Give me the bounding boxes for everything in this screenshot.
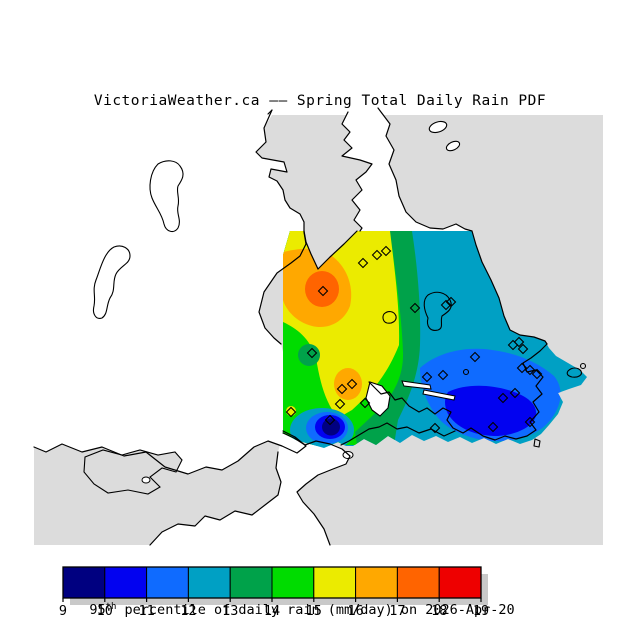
map-title: VictoriaWeather.ca –– Spring Total Daily… — [94, 93, 546, 109]
sooke-basin-islet — [141, 476, 151, 484]
station-marker — [487, 421, 499, 433]
sooke-lake — [92, 245, 131, 319]
colorbar-tick-label: 13 — [222, 603, 238, 619]
metchosin-coastline — [282, 432, 351, 546]
colorbar-tick-label: 11 — [138, 603, 154, 619]
station-marker — [285, 406, 297, 418]
vancouver-island-land — [34, 115, 306, 474]
colorbar-segments — [62, 566, 482, 599]
stations — [285, 245, 543, 434]
victoria-coastline — [368, 343, 548, 441]
station-marker — [429, 422, 441, 434]
colorbar-segment — [438, 566, 482, 599]
station-marker — [524, 416, 536, 428]
colorbar: 9 10 11 12 13 14 15 16 17 18 19 95th percentile of… — [59, 566, 515, 619]
colorbar-tick-label: 19 — [473, 603, 489, 619]
station-marker — [334, 398, 346, 410]
station-marker — [306, 347, 318, 359]
station-marker — [359, 397, 371, 409]
colorbar-tick-label: 15 — [306, 603, 322, 619]
station-marker — [336, 383, 348, 395]
colorbar-segment — [355, 566, 398, 599]
station-marker — [440, 299, 452, 311]
elk-beaver-lake — [423, 291, 452, 331]
station-marker — [357, 257, 369, 269]
colorbar-segment — [396, 566, 440, 599]
trial-islands-outline — [533, 438, 541, 448]
metchosin-coastline-west — [149, 451, 282, 546]
station-marker — [524, 364, 536, 376]
saanich-inlet-water — [304, 231, 357, 269]
colorbar-segment — [187, 566, 231, 599]
colorbar-tick-label: 17 — [389, 603, 405, 619]
station-marker — [409, 302, 421, 314]
station-marker — [421, 371, 433, 383]
colorbar-tick-label: 14 — [264, 603, 280, 619]
station-marker — [346, 378, 358, 390]
station-marker — [324, 414, 336, 426]
colorbar-tick-label: 12 — [180, 603, 196, 619]
colorbar-tick-label: 18 — [431, 603, 447, 619]
station-marker — [497, 392, 509, 404]
colorbar-caption: 95th percentile of daily rain (mm/day) o… — [89, 602, 514, 618]
station-marker — [513, 336, 525, 348]
station-marker — [462, 368, 470, 376]
saanich-peninsula-land — [342, 108, 472, 231]
metchosin-land — [150, 433, 350, 545]
station-marker — [509, 387, 521, 399]
peninsula-west-coastline — [341, 111, 373, 232]
colorbar-segment — [229, 566, 273, 599]
station-marker — [445, 296, 457, 308]
colorbar-tick-label: 9 — [59, 603, 67, 619]
colorbar-tick-label: 10 — [97, 603, 113, 619]
chatham-islet-outline — [579, 362, 587, 370]
colorbar-segment — [104, 566, 148, 599]
cowichan-coastline-top — [267, 109, 273, 115]
colorbar-tick-label: 16 — [347, 603, 363, 619]
juan-de-fuca-coastline — [33, 430, 307, 475]
vancouver-island-coastline — [255, 109, 307, 345]
sidney-island — [428, 120, 448, 134]
peninsula-east-coastline — [377, 107, 548, 345]
station-marker — [469, 351, 481, 363]
station-marker — [516, 362, 528, 374]
colorbar-segment — [62, 566, 106, 599]
station-marker — [317, 285, 329, 297]
colorbar-segment — [313, 566, 357, 599]
station-marker — [517, 343, 529, 355]
shawnigan-lake — [149, 160, 184, 233]
james-island — [445, 140, 461, 152]
discovery-island-outline — [566, 367, 582, 378]
colorbar-segment — [271, 566, 315, 599]
gorge-spit-2 — [422, 389, 456, 401]
gorge-spit-1 — [401, 380, 432, 390]
map-canvas — [33, 107, 603, 546]
station-marker — [531, 368, 543, 380]
coal-island-outline — [382, 311, 397, 324]
colorbar-ticks: 9 10 11 12 13 14 15 16 17 18 19 — [59, 598, 489, 619]
colorbar-segment — [146, 566, 189, 599]
station-marker — [437, 369, 449, 381]
station-marker — [380, 245, 392, 257]
station-marker — [371, 249, 383, 261]
